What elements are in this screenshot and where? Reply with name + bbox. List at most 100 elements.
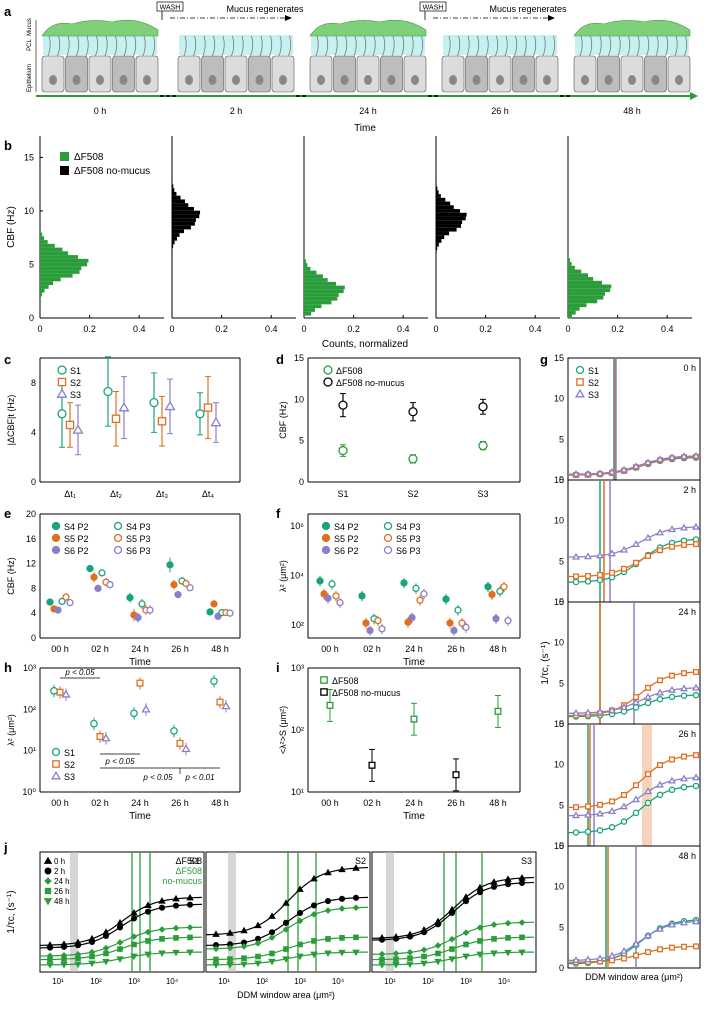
i-point-1 — [368, 761, 376, 769]
cilium — [410, 35, 414, 57]
j-point — [255, 953, 261, 960]
g-ytick-2-3: 15 — [554, 597, 564, 607]
b-bar — [436, 220, 463, 225]
e-point-3 — [138, 600, 146, 608]
cilium — [552, 35, 556, 57]
b-bar — [172, 188, 175, 192]
g-point — [680, 452, 688, 460]
g-point — [668, 920, 676, 928]
epithelial-cell — [224, 55, 248, 93]
f-point-4 — [332, 592, 340, 600]
g-band — [642, 724, 652, 846]
j-legend-marker — [44, 867, 52, 875]
e-legend-marker — [113, 521, 123, 531]
h-point-S3 — [221, 701, 231, 710]
time-label-3: 26 h — [491, 106, 509, 116]
f-point-0 — [442, 595, 450, 603]
g-point — [620, 818, 628, 825]
g-point — [572, 552, 580, 560]
j-point — [353, 934, 359, 941]
i-ylabel: <λ²>S (μm²) — [278, 706, 288, 754]
f-point-3 — [412, 584, 420, 593]
epithelial-cell — [41, 55, 65, 93]
g-point — [681, 943, 687, 950]
cilium — [466, 35, 470, 57]
b-bar — [40, 266, 82, 271]
b-bar — [172, 191, 177, 196]
h-point-S2 — [96, 732, 104, 741]
b-bar — [172, 233, 180, 237]
b-xtick-2-0: 0 — [301, 324, 306, 334]
b-bar — [40, 247, 63, 252]
j-point — [434, 921, 442, 928]
g-point — [668, 786, 676, 794]
c-point-S1 — [57, 409, 67, 419]
j-point — [476, 951, 484, 959]
g-point — [681, 670, 687, 677]
b-bar — [172, 240, 175, 245]
h-ytick-2: 10² — [23, 704, 36, 714]
j-point — [339, 935, 345, 941]
b-bar — [436, 182, 437, 187]
j-point — [282, 919, 290, 926]
cell-nucleus — [96, 75, 104, 85]
b-bar — [436, 201, 451, 206]
g-panel-label-3: 26 h — [678, 729, 696, 739]
j-point — [296, 885, 304, 892]
h-ytick-3: 10³ — [23, 663, 36, 673]
b-bar — [568, 288, 611, 293]
g-point — [585, 803, 591, 810]
g-point — [632, 939, 640, 947]
g-point — [621, 565, 627, 572]
b-xtick-3-0: 0 — [433, 324, 438, 334]
j-point — [462, 929, 470, 936]
g-panel-label-0: 0 h — [683, 363, 696, 373]
f-point-2 — [324, 594, 332, 602]
j-point — [490, 878, 498, 885]
epithelial-cell — [667, 55, 691, 93]
e-ytick-4: 16 — [26, 534, 36, 544]
g-point — [693, 752, 699, 759]
b-bar — [436, 212, 467, 217]
b-bar — [568, 269, 582, 274]
b-bar — [40, 255, 78, 259]
g-point — [608, 549, 616, 557]
h-pvalue-3: p < 0.01 — [184, 773, 214, 782]
j-point — [421, 953, 427, 960]
b-bar — [436, 227, 457, 232]
cilium — [665, 35, 669, 57]
cilium — [344, 35, 348, 57]
h-point-S3 — [181, 744, 191, 753]
b-xtick-2-1: 0.2 — [347, 324, 360, 334]
f-legend-5: S6 P3 — [396, 546, 421, 556]
cilium — [250, 35, 254, 57]
j-point — [158, 926, 166, 933]
j-point — [504, 881, 512, 888]
g-point — [656, 528, 664, 536]
d-legend-marker — [323, 377, 333, 387]
h-pvalue-2: p < 0.05 — [142, 773, 173, 782]
g-panel-label-2: 24 h — [678, 607, 696, 617]
e-legend-marker — [51, 521, 61, 531]
c-ylabel: |ΔCBF|t (Hz) — [6, 395, 16, 446]
i-xtick-0: 00 h — [321, 798, 339, 808]
g-point — [632, 704, 640, 711]
b-bar — [568, 310, 576, 315]
b-bar — [304, 281, 336, 286]
panel-label-c: c — [4, 352, 11, 367]
f-point-5 — [336, 598, 344, 607]
j-point — [269, 950, 275, 957]
j-point — [158, 904, 166, 911]
cell-nucleus — [387, 75, 396, 85]
g-point — [633, 559, 639, 566]
c-point-S1 — [195, 409, 205, 419]
b-xtick-3-2: 0.4 — [529, 324, 542, 334]
panel-label-f: f — [276, 506, 281, 521]
f-xtick-0: 00 h — [321, 644, 339, 654]
g-ytick-1-1: 5 — [559, 556, 564, 566]
panel-label-d: d — [276, 352, 284, 367]
j-point — [296, 917, 304, 925]
g-xlabel: DDM window area (μm²) — [585, 972, 683, 982]
j-point — [282, 899, 290, 906]
j-point — [297, 941, 303, 948]
